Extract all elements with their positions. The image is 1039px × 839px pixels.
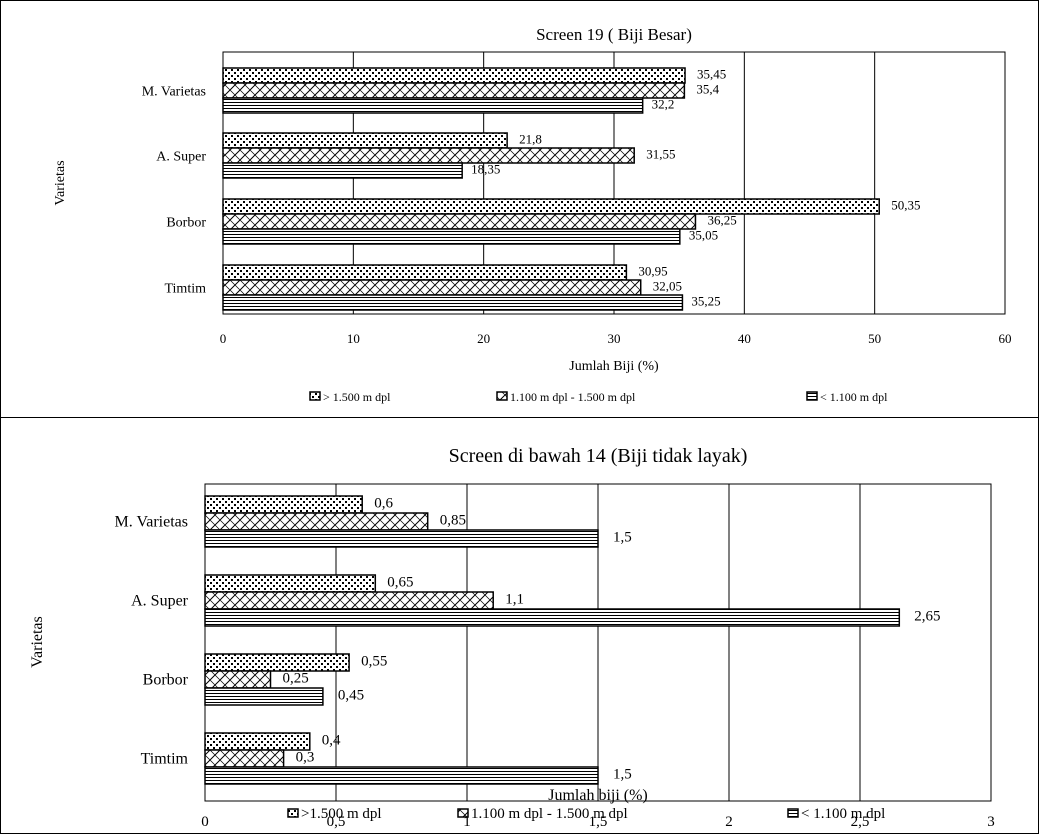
legend-swatch: [457, 808, 469, 818]
data-label: 50,35: [891, 198, 920, 213]
data-label: 31,55: [646, 147, 675, 162]
x-tick-label: 30: [608, 331, 621, 346]
chart-frame-bottom: [0, 417, 1039, 834]
category-label: M. Varietas: [142, 85, 206, 100]
bar-2: [222, 162, 463, 179]
x-tick-label: 20: [477, 331, 490, 346]
legend: >1.500 m dpl 1.100 m dpl - 1.500 m dpl < 1…: [287, 806, 885, 822]
x-tick-label: 10: [347, 331, 360, 346]
x-tick-label: 50: [868, 331, 881, 346]
category-label: M. Varietas: [115, 514, 188, 531]
category-label: Borbor: [143, 672, 189, 689]
bar-0: [204, 653, 350, 672]
data-label: 1,5: [613, 767, 632, 783]
y-axis-label: Varietas: [53, 160, 68, 205]
category-label: A. Super: [131, 593, 189, 610]
bar-2: [204, 608, 901, 627]
chart-1: Screen di bawah 14 (Biji tidak layak) 0 0,…: [29, 445, 995, 830]
x-tick-label: 40: [738, 331, 751, 346]
data-label: 35,45: [697, 67, 726, 82]
y-axis-label: Varietas: [29, 616, 46, 668]
chart-title: Screen di bawah 14 (Biji tidak layak): [449, 445, 748, 467]
category-label: Timtim: [141, 751, 189, 768]
category-label: A. Super: [156, 150, 206, 165]
chart-0: Screen 19 ( Biji Besar) 0 10 20 30 40 50 60 Juml…: [53, 25, 1012, 404]
category-label: Borbor: [166, 216, 206, 231]
x-tick-label: 60: [999, 331, 1012, 346]
data-label: 35,05: [689, 228, 718, 243]
data-label: 1,5: [613, 530, 632, 546]
x-tick-label: 0,5: [327, 814, 346, 830]
legend-entry: < 1.100 m dpl: [820, 390, 888, 404]
data-label: 0,25: [283, 671, 309, 687]
x-axis-label: Jumlah Biji (%): [569, 359, 659, 374]
legend-swatch: [287, 808, 299, 818]
legend-entry: >1.500 m dpl: [301, 806, 382, 822]
bar-2: [204, 687, 324, 706]
legend-entry: < 1.100 m dpl: [801, 806, 885, 822]
x-tick-label: 0: [201, 814, 209, 830]
legend-swatch: [787, 808, 799, 818]
legend: > 1.500 m dpl 1.100 m dpl - 1.500 m dpl < …: [309, 390, 888, 404]
legend-entry: > 1.500 m dpl: [323, 390, 391, 404]
bar-2: [222, 294, 684, 311]
x-tick-label: 3: [987, 814, 995, 830]
data-label: 0,55: [361, 654, 387, 670]
bar-2: [204, 766, 599, 785]
data-label: 0,45: [338, 688, 364, 704]
chart-title: Screen 19 ( Biji Besar): [536, 25, 692, 44]
data-label: 18,35: [471, 162, 500, 177]
x-axis-label: Jumlah biji (%): [548, 787, 648, 804]
x-tick-label: 1: [463, 814, 471, 830]
data-label: 32,2: [652, 97, 675, 112]
data-label: 35,25: [691, 294, 720, 309]
x-tick-label: 2,5: [851, 814, 870, 830]
data-label: 2,65: [914, 609, 940, 625]
x-tick-label: 0: [220, 331, 227, 346]
x-tick-label: 1,5: [589, 814, 608, 830]
data-label: 32,05: [653, 279, 682, 294]
data-label: 30,95: [638, 264, 667, 279]
data-label: 0,65: [387, 575, 413, 591]
data-label: 1,1: [505, 592, 524, 608]
data-label: 0,4: [322, 733, 341, 749]
bar-2: [204, 529, 599, 548]
data-label: 0,6: [374, 496, 393, 512]
bar-2: [222, 97, 644, 114]
x-tick-label: 2: [725, 814, 733, 830]
category-label: Timtim: [164, 282, 206, 297]
legend-swatch: [496, 391, 508, 401]
data-label: 0,85: [440, 513, 466, 529]
data-label: 21,8: [519, 132, 542, 147]
legend-entry: 1.100 m dpl - 1.500 m dpl: [471, 806, 628, 822]
chart-frame-top: [0, 0, 1039, 418]
data-label: 36,25: [707, 213, 736, 228]
legend-swatch: [309, 391, 321, 401]
legend-swatch: [806, 391, 818, 401]
legend-entry: 1.100 m dpl - 1.500 m dpl: [510, 390, 636, 404]
data-label: 0,3: [296, 750, 315, 766]
data-label: 35,4: [696, 82, 719, 97]
bar-2: [222, 228, 681, 245]
